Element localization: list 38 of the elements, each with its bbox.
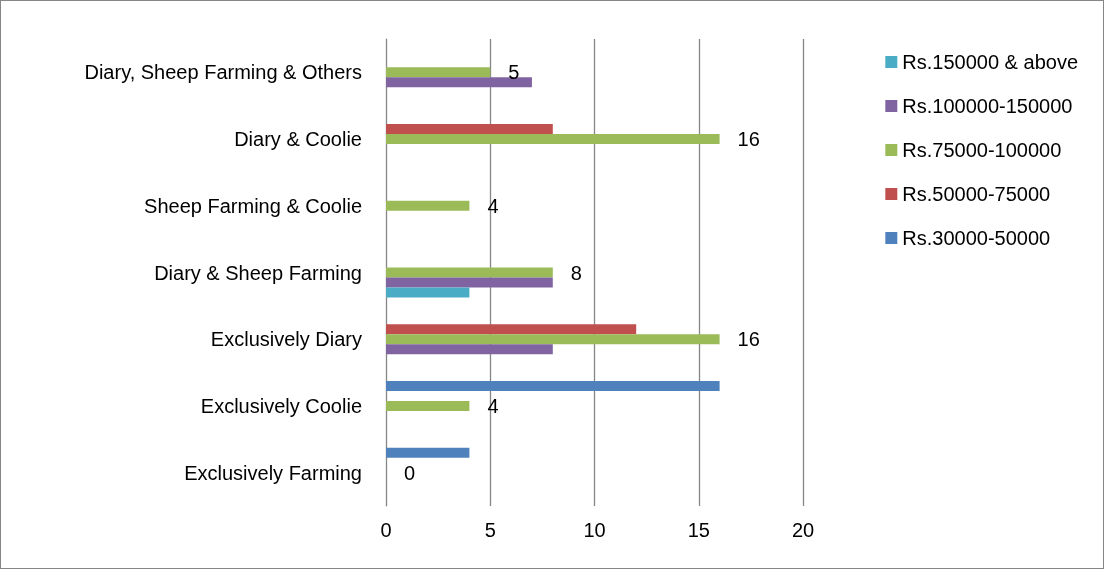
data-label: 0 (404, 461, 416, 484)
bar (386, 124, 553, 135)
data-label: 4 (487, 394, 499, 417)
bar (386, 380, 720, 391)
y-tick-label: Diary & Coolie (234, 128, 362, 151)
bar (386, 334, 720, 345)
bar (386, 344, 553, 355)
bar (386, 200, 470, 211)
y-tick-label: Sheep Farming & Coolie (144, 194, 362, 217)
x-tick-label: 15 (687, 519, 710, 541)
legend-label: Rs.150000 & above (902, 51, 1078, 73)
data-label: 16 (737, 128, 760, 151)
bar (386, 134, 720, 145)
legend-label: Rs.75000-100000 (902, 139, 1062, 161)
x-tick-label: 5 (484, 519, 496, 541)
x-tick-label: 20 (791, 519, 815, 541)
bar (386, 447, 470, 458)
y-tick-label: Exclusively Coolie (200, 394, 362, 417)
legend-label: Rs.50000-75000 (902, 183, 1051, 205)
bar (386, 267, 553, 278)
x-tick-label: 0 (380, 519, 392, 541)
data-label: 8 (570, 261, 582, 284)
bar (386, 287, 470, 298)
bar (386, 400, 470, 411)
y-tick-label: Diary, Sheep Farming & Others (84, 61, 362, 84)
bar (386, 324, 637, 335)
x-tick-label: 10 (583, 519, 606, 541)
bar (386, 277, 553, 288)
y-tick-label: Exclusively Diary (210, 328, 362, 351)
data-label: 5 (508, 61, 520, 84)
y-tick-label: Exclusively Farming (184, 461, 362, 484)
bar (386, 67, 491, 78)
y-tick-label: Diary & Sheep Farming (154, 261, 362, 284)
data-label: 16 (737, 328, 760, 351)
bar (386, 77, 532, 88)
legend-label: Rs.30000-50000 (902, 227, 1051, 249)
legend-label: Rs.100000-150000 (902, 95, 1073, 117)
data-label: 4 (487, 194, 499, 217)
